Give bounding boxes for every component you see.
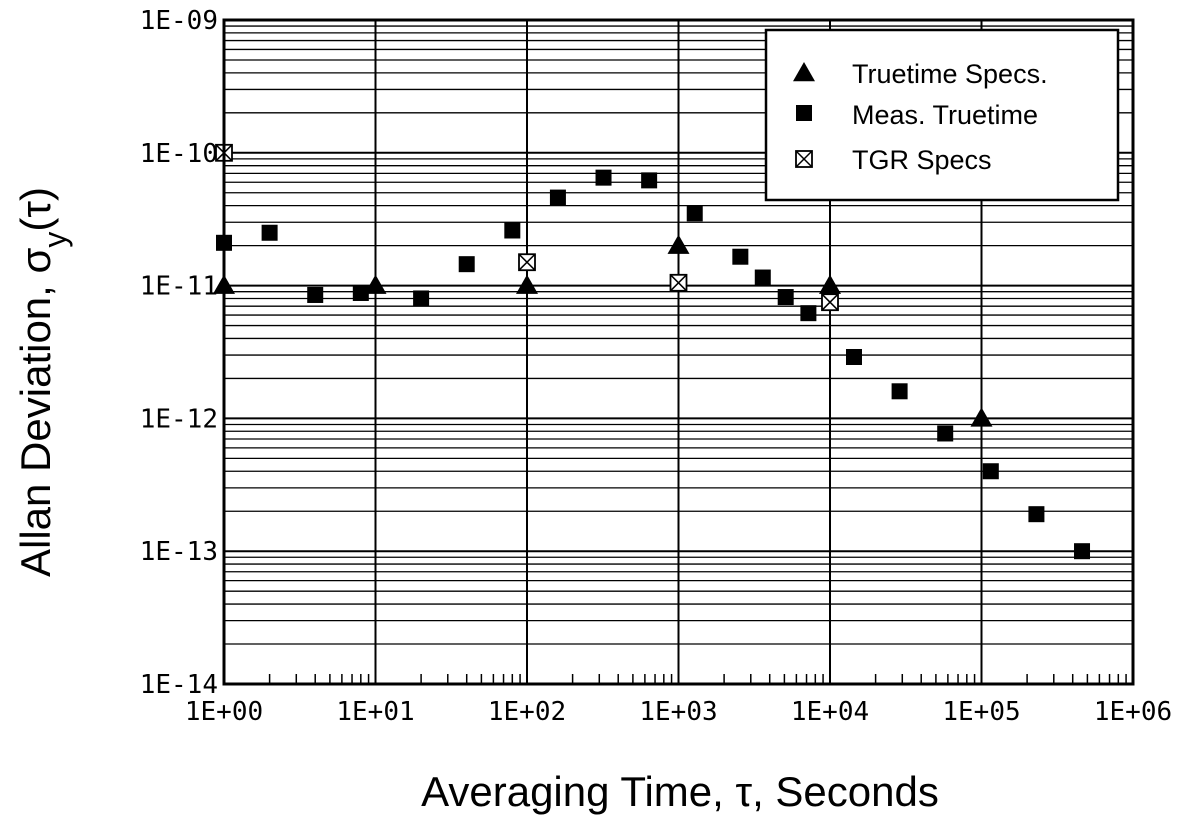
- y-tick-label: 1E-10: [140, 139, 218, 169]
- y-tick-label: 1E-13: [140, 537, 218, 567]
- meas-truetime-point: [261, 224, 278, 241]
- tgr-specs-point: [821, 293, 839, 312]
- y-tick-label: 1E-14: [140, 670, 218, 700]
- legend: Truetime Specs. Meas. Truetime TGR Specs: [764, 28, 1120, 202]
- x-tick-label: 1E+06: [1094, 697, 1172, 727]
- x-axis-title: Averaging Time, τ, Seconds: [421, 768, 939, 815]
- x-tick-label: 1E+04: [791, 697, 869, 727]
- x-tick-label: 1E+03: [639, 697, 717, 727]
- legend-marker-square: [796, 105, 812, 121]
- meas-truetime-point: [754, 269, 771, 286]
- y-axis-title: Allan Deviation, σy(τ): [12, 187, 73, 577]
- meas-truetime-point: [458, 256, 475, 273]
- plot-frame: [222, 18, 1135, 686]
- meas-truetime-point: [595, 169, 612, 186]
- x-tick-label: 1E+02: [488, 697, 566, 727]
- meas-truetime-point: [549, 189, 566, 206]
- truetime-specs-point: [364, 274, 387, 294]
- y-axis-title-main: Allan Deviation, σ: [12, 248, 59, 577]
- legend-markers: [793, 62, 815, 168]
- legend-box: [764, 28, 1120, 202]
- marker-cross: [518, 253, 536, 271]
- meas-truetime-point: [800, 305, 817, 322]
- truetime-specs-point: [516, 274, 538, 294]
- marker-cross: [795, 150, 813, 168]
- meas-truetime-point: [504, 222, 521, 239]
- legend-marker-triangle: [793, 62, 815, 82]
- tgr-specs-point: [518, 253, 536, 272]
- meas-truetime-point: [732, 248, 749, 265]
- meas-truetime-point: [1028, 506, 1045, 523]
- truetime-specs-point: [819, 274, 841, 294]
- data-markers: [213, 143, 1091, 560]
- legend-label-tgr-specs: TGR Specs: [852, 145, 992, 175]
- meas-truetime-point: [1074, 543, 1091, 560]
- x-tick-label: 1E+00: [185, 697, 263, 727]
- y-tick-label: 1E-12: [140, 404, 218, 434]
- legend-label-meas-truetime: Meas. Truetime: [852, 100, 1038, 130]
- truetime-specs-point: [667, 234, 690, 254]
- meas-truetime-point: [307, 286, 324, 303]
- meas-truetime-point: [982, 463, 999, 480]
- meas-truetime-point: [352, 284, 369, 301]
- meas-truetime-point: [777, 289, 794, 306]
- x-tick-label: 1E+05: [942, 697, 1020, 727]
- meas-truetime-point: [845, 348, 862, 365]
- meas-truetime-point: [641, 172, 658, 189]
- meas-truetime-point: [937, 425, 954, 442]
- meas-truetime-point: [413, 290, 430, 307]
- meas-truetime-point: [686, 205, 703, 222]
- y-axis-title-suffix: (τ): [12, 187, 59, 232]
- tgr-specs-point: [669, 273, 688, 292]
- marker-cross: [821, 293, 839, 311]
- marker-cross: [669, 274, 688, 292]
- y-tick-label: 1E-11: [140, 272, 218, 302]
- legend-label-truetime-specs: Truetime Specs.: [852, 59, 1048, 89]
- y-axis-title-subscript: y: [37, 232, 73, 248]
- x-tick-label: 1E+01: [336, 697, 414, 727]
- meas-truetime-point: [891, 383, 908, 400]
- y-tick-label: 1E-09: [140, 6, 218, 36]
- tick-labels: 1E+00 1E+01 1E+02 1E+03 1E+04 1E+05 1E+06 1E-14…: [140, 6, 1172, 727]
- legend-marker-boxed-x: [795, 150, 813, 168]
- truetime-specs-point: [970, 407, 993, 427]
